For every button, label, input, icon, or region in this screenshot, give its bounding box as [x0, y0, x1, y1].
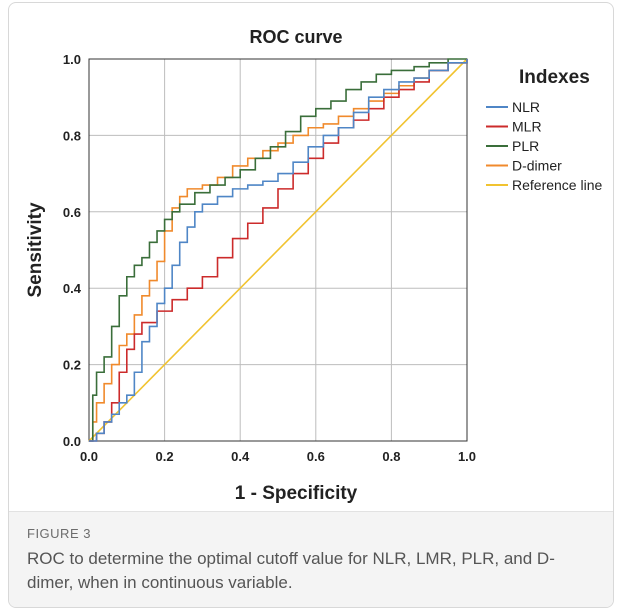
tick-layer: 0.0 0.2 0.4 0.6 0.8 1.0 0.0 0.2 0.4 0.6 0.8 1.0 [63, 52, 476, 464]
legend-label-d-dimer: D-dimer [512, 158, 562, 174]
figure-container: ROC curve 0.0 0.2 0.4 0.6 0.8 1.0 0.0 0.2 0.4 0.6… [8, 2, 614, 608]
y-tick-label: 0.4 [63, 281, 82, 296]
x-axis-label: 1 - Specificity [235, 483, 358, 504]
y-axis-label: Sensitivity [25, 202, 46, 297]
series-line-reference-line [88, 58, 468, 442]
grid-layer [89, 59, 467, 441]
legend-layer: NLR MLR PLR D-dimer Reference line [486, 99, 602, 193]
y-tick-label: 0.6 [63, 205, 81, 220]
series-layer [88, 58, 468, 442]
caption-block: FIGURE 3 ROC to determine the optimal cu… [9, 511, 613, 607]
roc-chart: ROC curve 0.0 0.2 0.4 0.6 0.8 1.0 0.0 0.2 0.4 0.6… [9, 3, 613, 523]
y-tick-label: 1.0 [63, 52, 81, 67]
figure-label: FIGURE 3 [27, 526, 91, 541]
chart-title: ROC curve [249, 27, 342, 47]
x-tick-label: 0.6 [307, 449, 325, 464]
legend-label-nlr: NLR [512, 99, 540, 115]
legend-label-plr: PLR [512, 138, 539, 154]
plot-frame [88, 58, 468, 442]
x-tick-label: 0.2 [156, 449, 174, 464]
figure-caption: ROC to determine the optimal cutoff valu… [27, 549, 555, 592]
legend-label-reference-line: Reference line [512, 177, 602, 193]
y-tick-label: 0.0 [63, 434, 81, 449]
x-tick-label: 0.8 [382, 449, 400, 464]
chart-svg: ROC curve 0.0 0.2 0.4 0.6 0.8 1.0 0.0 0.2 0.4 0.6… [25, 27, 602, 504]
x-tick-label: 0.0 [80, 449, 98, 464]
legend-label-mlr: MLR [512, 119, 542, 135]
series-line-plr [89, 58, 467, 442]
x-tick-label: 1.0 [458, 449, 476, 464]
x-tick-label: 0.4 [231, 449, 250, 464]
legend-title: Indexes [519, 67, 590, 88]
series-line-mlr [89, 59, 468, 442]
y-tick-label: 0.2 [63, 358, 81, 373]
y-tick-label: 0.8 [63, 128, 81, 143]
series-line-nlr [89, 59, 468, 442]
